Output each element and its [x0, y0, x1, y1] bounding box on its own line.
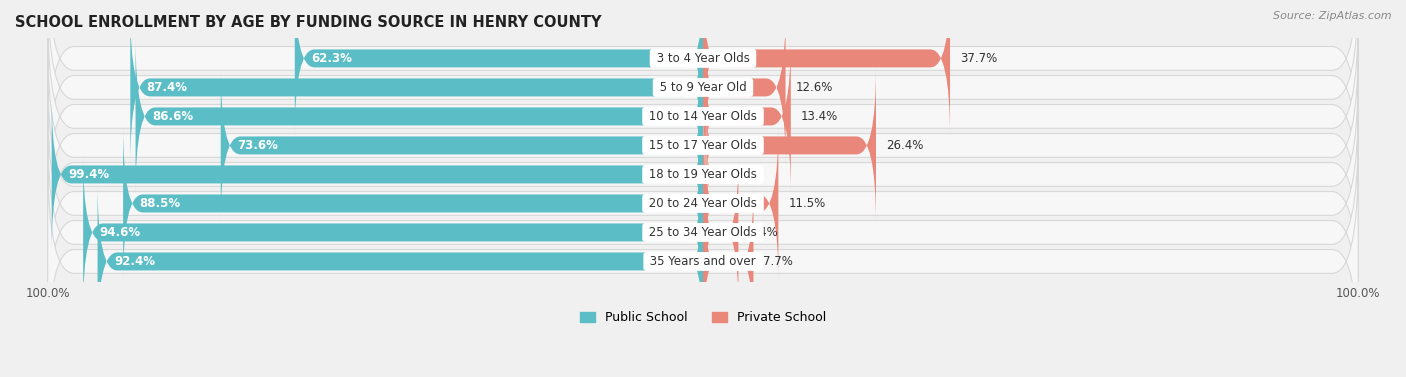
FancyBboxPatch shape	[703, 9, 786, 166]
Text: 25 to 34 Year Olds: 25 to 34 Year Olds	[645, 226, 761, 239]
Text: 11.5%: 11.5%	[789, 197, 825, 210]
FancyBboxPatch shape	[52, 97, 703, 253]
Text: 7.7%: 7.7%	[763, 255, 793, 268]
FancyBboxPatch shape	[124, 126, 703, 282]
Text: 73.6%: 73.6%	[238, 139, 278, 152]
Text: 15 to 17 Year Olds: 15 to 17 Year Olds	[645, 139, 761, 152]
FancyBboxPatch shape	[135, 38, 703, 195]
Legend: Public School, Private School: Public School, Private School	[575, 306, 831, 329]
FancyBboxPatch shape	[703, 126, 779, 282]
Text: 10 to 14 Year Olds: 10 to 14 Year Olds	[645, 110, 761, 123]
Text: 18 to 19 Year Olds: 18 to 19 Year Olds	[645, 168, 761, 181]
Text: 26.4%: 26.4%	[886, 139, 924, 152]
Text: 88.5%: 88.5%	[139, 197, 180, 210]
FancyBboxPatch shape	[97, 184, 703, 340]
Text: 94.6%: 94.6%	[100, 226, 141, 239]
Text: 99.4%: 99.4%	[67, 168, 110, 181]
FancyBboxPatch shape	[48, 0, 1358, 162]
Text: 62.3%: 62.3%	[311, 52, 352, 65]
Text: SCHOOL ENROLLMENT BY AGE BY FUNDING SOURCE IN HENRY COUNTY: SCHOOL ENROLLMENT BY AGE BY FUNDING SOUR…	[15, 15, 602, 30]
FancyBboxPatch shape	[688, 97, 723, 253]
Text: 5 to 9 Year Old: 5 to 9 Year Old	[655, 81, 751, 94]
FancyBboxPatch shape	[295, 0, 703, 136]
Text: 87.4%: 87.4%	[146, 81, 188, 94]
Text: 13.4%: 13.4%	[800, 110, 838, 123]
FancyBboxPatch shape	[131, 9, 703, 166]
Text: 37.7%: 37.7%	[960, 52, 997, 65]
FancyBboxPatch shape	[703, 67, 876, 224]
FancyBboxPatch shape	[48, 12, 1358, 221]
FancyBboxPatch shape	[48, 128, 1358, 337]
Text: 20 to 24 Year Olds: 20 to 24 Year Olds	[645, 197, 761, 210]
FancyBboxPatch shape	[703, 0, 950, 136]
FancyBboxPatch shape	[48, 41, 1358, 250]
FancyBboxPatch shape	[48, 0, 1358, 192]
Text: 5.4%: 5.4%	[748, 226, 778, 239]
Text: 86.6%: 86.6%	[152, 110, 193, 123]
Text: 3 to 4 Year Olds: 3 to 4 Year Olds	[652, 52, 754, 65]
Text: Source: ZipAtlas.com: Source: ZipAtlas.com	[1274, 11, 1392, 21]
FancyBboxPatch shape	[83, 155, 703, 311]
Text: 12.6%: 12.6%	[796, 81, 832, 94]
FancyBboxPatch shape	[703, 155, 738, 311]
Text: 35 Years and over: 35 Years and over	[647, 255, 759, 268]
FancyBboxPatch shape	[48, 70, 1358, 279]
FancyBboxPatch shape	[703, 38, 790, 195]
Text: 0.63%: 0.63%	[717, 168, 754, 181]
FancyBboxPatch shape	[48, 99, 1358, 308]
FancyBboxPatch shape	[48, 157, 1358, 366]
FancyBboxPatch shape	[221, 67, 703, 224]
FancyBboxPatch shape	[703, 184, 754, 340]
Text: 92.4%: 92.4%	[114, 255, 155, 268]
